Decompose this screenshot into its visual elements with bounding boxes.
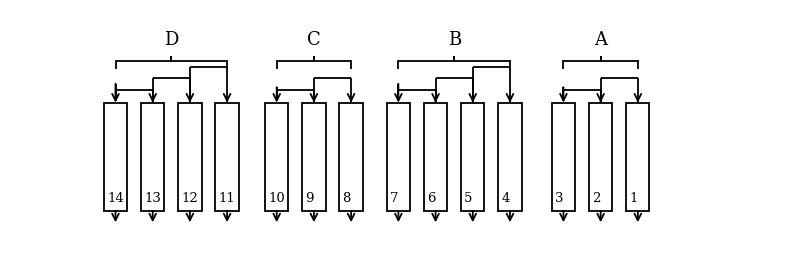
Bar <box>461 103 485 211</box>
Text: 3: 3 <box>555 192 563 205</box>
Text: 12: 12 <box>182 192 198 205</box>
Text: 8: 8 <box>342 192 351 205</box>
Text: A: A <box>594 31 607 49</box>
Bar <box>626 103 650 211</box>
Bar <box>265 103 288 211</box>
Bar <box>141 103 164 211</box>
Text: 4: 4 <box>502 192 510 205</box>
Text: 11: 11 <box>218 192 235 205</box>
Text: 1: 1 <box>630 192 638 205</box>
Bar <box>386 103 410 211</box>
Bar <box>104 103 127 211</box>
Bar <box>552 103 575 211</box>
Text: 14: 14 <box>107 192 124 205</box>
Text: B: B <box>447 31 461 49</box>
Text: 5: 5 <box>464 192 473 205</box>
Bar <box>178 103 202 211</box>
Bar <box>589 103 612 211</box>
Bar <box>498 103 522 211</box>
Text: 6: 6 <box>427 192 435 205</box>
Text: 9: 9 <box>306 192 314 205</box>
Text: 7: 7 <box>390 192 398 205</box>
Bar <box>302 103 326 211</box>
Text: C: C <box>307 31 321 49</box>
Bar <box>215 103 238 211</box>
Text: 10: 10 <box>268 192 285 205</box>
Text: 13: 13 <box>144 192 161 205</box>
Text: 2: 2 <box>592 192 601 205</box>
Bar <box>424 103 447 211</box>
Bar <box>339 103 362 211</box>
Text: D: D <box>164 31 178 49</box>
